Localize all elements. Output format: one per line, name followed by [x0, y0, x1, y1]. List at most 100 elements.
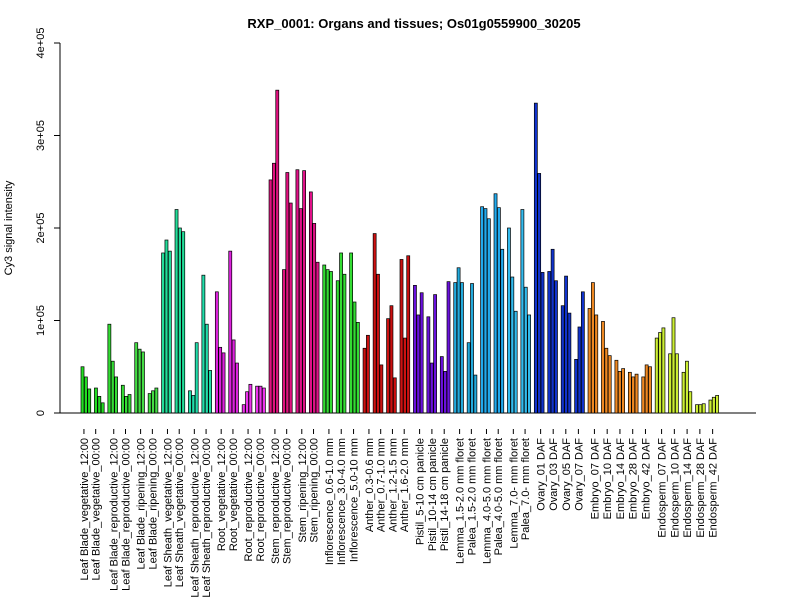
bar [510, 276, 515, 414]
x-tick-label: Palea_1.5-2.0 mm floret [466, 438, 478, 555]
bar [235, 362, 239, 414]
x-tick-label: Stem_ripening_00:00 [309, 438, 321, 543]
bar [403, 337, 407, 414]
bar [392, 377, 397, 414]
bar [577, 326, 582, 414]
bar [480, 206, 484, 414]
bar [607, 355, 612, 414]
bar [493, 193, 498, 414]
bar [275, 89, 280, 414]
bar [627, 371, 632, 414]
x-tick-label: Embryo_14 DAF [615, 438, 627, 520]
x-tick-label: Embryo_10 DAF [602, 438, 614, 520]
x-tick-label: Embryo_07 DAF [589, 438, 601, 520]
bar [261, 387, 266, 414]
bar [366, 334, 370, 414]
bar [473, 374, 478, 414]
x-tick-label: Anther_0.7-1.0 mm [376, 438, 388, 532]
x-tick-label: Leaf Sheath_reproductive_00:00 [201, 438, 213, 598]
x-tick-label: Root_reproductive_00:00 [255, 438, 267, 562]
bar [285, 172, 290, 414]
x-tick-label: Inflorescence_3.0-4.0 mm [336, 438, 348, 565]
bar [154, 387, 159, 414]
bar [379, 364, 384, 414]
x-tick-label: Stem_ripening_12:00 [297, 438, 309, 543]
bar [497, 207, 501, 414]
bar [329, 271, 333, 414]
bar [167, 250, 172, 414]
x-tick-label: Leaf Sheath_vegetative_12:00 [162, 438, 174, 587]
bar [181, 231, 186, 414]
bar [228, 250, 233, 414]
x-tick-label: Anther_0.3-0.6 mm [364, 438, 376, 532]
bar [322, 264, 327, 414]
bar [617, 371, 622, 414]
bar [695, 404, 699, 414]
bar [302, 170, 306, 414]
bar [654, 337, 659, 414]
bar [124, 396, 129, 414]
bar [221, 352, 226, 414]
bars [80, 89, 720, 414]
x-tick-label: Lemma_4.0-5.0 mm floret [481, 438, 493, 564]
bar [151, 390, 155, 414]
bar [453, 282, 458, 414]
bar [352, 301, 357, 414]
x-tick-label: Endosperm_07 DAF [657, 438, 669, 538]
x-tick-label: Leaf Sheath_reproductive_12:00 [189, 438, 201, 598]
bar [470, 283, 474, 414]
bar [178, 227, 182, 414]
bar [604, 347, 609, 414]
x-tick-label: Ovary_07 DAF [573, 438, 585, 511]
bar [362, 347, 367, 414]
bar [671, 317, 676, 414]
bar [533, 102, 538, 414]
x-tick-label: Ovary_03 DAF [548, 438, 560, 511]
bar [84, 376, 88, 414]
bar [114, 376, 118, 414]
x-tick-label: Leaf Blade_reproductive_12:00 [109, 438, 121, 591]
bar [137, 348, 142, 414]
bar [648, 366, 652, 414]
x-tick-label: Pistil_5-10 cm panicle [415, 438, 427, 545]
bar [486, 218, 491, 414]
x-tick-label: Endosperm_10 DAF [669, 438, 681, 538]
y-axis-label: Cy3 signal intensity [3, 180, 15, 275]
bar [349, 252, 354, 414]
bar [282, 269, 286, 414]
bar [127, 394, 132, 414]
y-tick-label: 1e+05 [35, 305, 47, 336]
bar [258, 385, 263, 414]
x-tick-label: Stem_reproductive_00:00 [282, 438, 294, 564]
y-tick-label: 3e+05 [35, 120, 47, 151]
x-tick-label: Root_vegetative_12:00 [216, 438, 228, 551]
x-tick-label: Leaf Sheath_vegetative_00:00 [174, 438, 186, 587]
bar [527, 314, 531, 414]
chart-title: RXP_0001: Organs and tissues; Os01g05599… [247, 16, 580, 31]
bar [201, 274, 206, 414]
x-tick-label: Endosperm_28 DAF [695, 438, 707, 538]
bar [255, 385, 259, 414]
bar [94, 387, 98, 414]
bar [674, 353, 679, 414]
x-tick-label: Root_reproductive_12:00 [243, 438, 255, 562]
bar [681, 371, 686, 414]
bar [580, 291, 585, 414]
bar [446, 281, 451, 414]
bar [644, 364, 649, 414]
bar [685, 360, 689, 414]
x-tick-label: Leaf Blade_ripening_12:00 [136, 438, 148, 570]
bar [218, 346, 223, 414]
bar [312, 223, 317, 414]
x-tick-label: Endosperm_14 DAF [682, 438, 694, 538]
bar [688, 391, 693, 414]
x-tick-label: Pistil_10-14 cm panicle [427, 438, 439, 551]
bar [439, 356, 444, 414]
x-tick-label: Palea_7.0- mm floret [520, 438, 532, 540]
bar [426, 316, 431, 414]
bar [574, 359, 578, 414]
bar [429, 362, 434, 414]
bar [460, 282, 464, 414]
bar [339, 252, 343, 414]
bar [372, 233, 377, 414]
